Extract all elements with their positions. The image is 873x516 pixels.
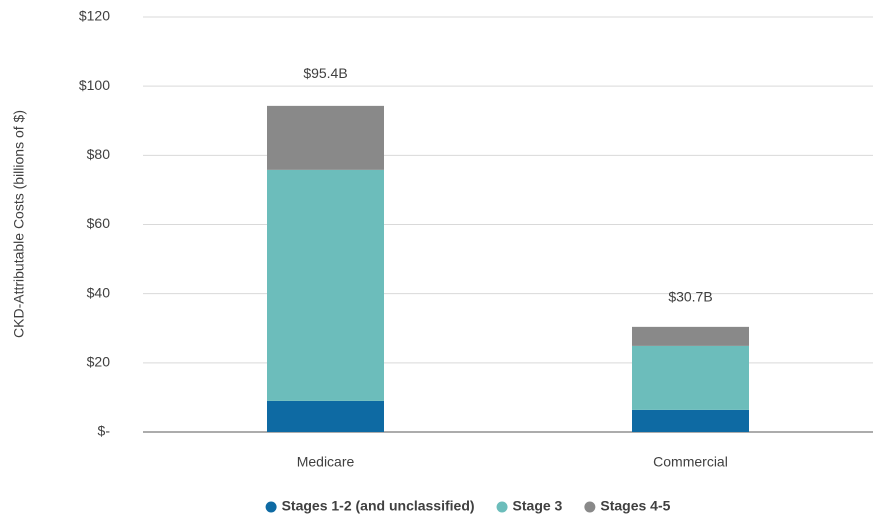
legend-text: Stages 4-5	[600, 498, 670, 514]
legend-marker	[496, 501, 508, 513]
total-label: $30.7B	[668, 289, 712, 305]
bar-segment	[267, 400, 384, 432]
bar-segment	[632, 326, 749, 346]
y-tick-label: $20	[87, 354, 111, 370]
y-tick-label: $-	[98, 423, 111, 439]
x-tick-label: Commercial	[653, 454, 728, 470]
legend-marker	[584, 501, 596, 513]
y-axis-title: CKD-Attributable Costs (billions of $)	[11, 110, 27, 338]
y-tick-label: $120	[79, 8, 110, 24]
y-tick-label: $80	[87, 146, 111, 162]
bar-segment	[632, 345, 749, 410]
total-label: $95.4B	[303, 65, 347, 81]
bar-segment	[632, 409, 749, 432]
bar-segment	[267, 105, 384, 170]
y-tick-label: $60	[87, 215, 111, 231]
legend-marker	[265, 501, 277, 513]
x-tick-label: Medicare	[297, 454, 355, 470]
y-tick-label: $100	[79, 77, 110, 93]
bar-segment	[267, 169, 384, 401]
y-tick-label: $40	[87, 284, 111, 300]
legend-text: Stage 3	[513, 498, 563, 514]
legend-text: Stages 1-2 (and unclassified)	[282, 498, 475, 514]
